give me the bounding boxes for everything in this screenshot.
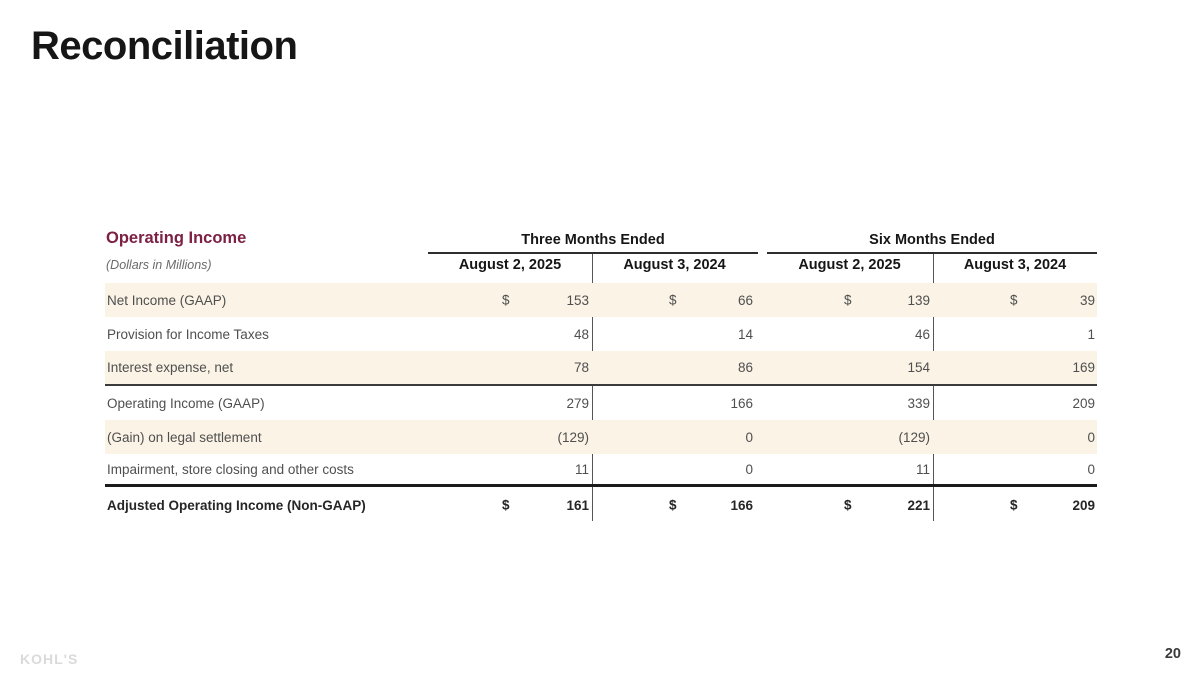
table-cell: (129) bbox=[430, 430, 592, 445]
table-cell: 154 bbox=[757, 360, 933, 375]
table-cell: $221 bbox=[757, 498, 933, 513]
total-rule bbox=[105, 484, 1097, 487]
cell-value: 161 bbox=[566, 497, 589, 513]
page-number: 20 bbox=[1164, 646, 1181, 662]
row-label: Net Income (GAAP) bbox=[107, 292, 227, 308]
table-cell: (129) bbox=[757, 430, 933, 445]
table-row: Impairment, store closing and other cost… bbox=[105, 454, 1097, 484]
page-title: Reconciliation bbox=[31, 24, 298, 68]
dollar-sign: $ bbox=[1010, 497, 1018, 513]
table-cell: $153 bbox=[430, 293, 592, 308]
cell-value: 169 bbox=[1072, 360, 1095, 375]
row-label: Impairment, store closing and other cost… bbox=[107, 461, 354, 477]
subtotal-rule bbox=[105, 384, 1097, 386]
dollar-sign: $ bbox=[844, 497, 852, 513]
kohls-logo: KOHL'S bbox=[20, 651, 79, 667]
table-cell: 166 bbox=[592, 396, 757, 411]
cell-value: 66 bbox=[737, 292, 753, 308]
table-row-total: Adjusted Operating Income (Non-GAAP) $16… bbox=[105, 488, 1097, 522]
table-cell: 339 bbox=[757, 396, 933, 411]
cell-value: 46 bbox=[914, 326, 930, 342]
table-row: (Gain) on legal settlement (129) 0 (129)… bbox=[105, 420, 1097, 454]
row-label: Interest expense, net bbox=[107, 360, 234, 375]
cell-value: 0 bbox=[1087, 461, 1095, 477]
column-divider bbox=[592, 254, 593, 521]
table-row: Provision for Income Taxes 48 14 46 1 bbox=[105, 317, 1097, 351]
row-label: (Gain) on legal settlement bbox=[107, 429, 262, 445]
table-cell: $66 bbox=[592, 293, 757, 308]
group-underline bbox=[428, 252, 758, 254]
table-cell: 0 bbox=[933, 462, 1097, 477]
table-cell: 46 bbox=[757, 327, 933, 342]
cell-value: 86 bbox=[737, 360, 753, 375]
table-cell: $161 bbox=[430, 498, 592, 513]
column-header: August 2, 2025 bbox=[458, 257, 562, 273]
table-cell: 14 bbox=[592, 327, 757, 342]
units-note: (Dollars in Millions) bbox=[106, 258, 212, 272]
column-header: August 3, 2024 bbox=[623, 257, 726, 273]
table-cell: 1 bbox=[933, 327, 1097, 342]
cell-value: 39 bbox=[1079, 292, 1095, 308]
table-row: Operating Income (GAAP) 279 166 339 209 bbox=[105, 386, 1097, 420]
cell-value: 14 bbox=[737, 326, 753, 342]
cell-value: 78 bbox=[573, 360, 589, 375]
dollar-sign: $ bbox=[669, 497, 677, 513]
column-header: August 2, 2025 bbox=[798, 257, 901, 273]
table-section-title: Operating Income bbox=[106, 229, 247, 247]
table-cell: $139 bbox=[757, 293, 933, 308]
cell-value: 279 bbox=[566, 395, 589, 411]
group-underline bbox=[767, 252, 1097, 254]
cell-value: (129) bbox=[557, 429, 589, 445]
table-cell: $209 bbox=[933, 498, 1097, 513]
cell-value: 166 bbox=[730, 497, 753, 513]
cell-value: 139 bbox=[907, 292, 930, 308]
dollar-sign: $ bbox=[502, 292, 510, 308]
cell-value: 154 bbox=[907, 360, 930, 375]
table-cell: 169 bbox=[933, 360, 1097, 375]
table-cell: 0 bbox=[933, 430, 1097, 445]
table-row: Interest expense, net 78 86 154 169 bbox=[105, 351, 1097, 384]
dollar-sign: $ bbox=[844, 292, 852, 308]
cell-value: 1 bbox=[1087, 326, 1095, 342]
group-header-three-months: Three Months Ended bbox=[521, 232, 665, 248]
table-cell: $166 bbox=[592, 498, 757, 513]
column-header: August 3, 2024 bbox=[963, 257, 1067, 273]
cell-value: 0 bbox=[745, 429, 753, 445]
table-cell: 0 bbox=[592, 462, 757, 477]
cell-value: 209 bbox=[1072, 395, 1095, 411]
cell-value: 166 bbox=[730, 395, 753, 411]
row-label: Adjusted Operating Income (Non-GAAP) bbox=[107, 497, 366, 513]
group-header-six-months: Six Months Ended bbox=[869, 232, 995, 248]
cell-value: 209 bbox=[1072, 497, 1095, 513]
table-cell: 78 bbox=[430, 360, 592, 375]
table-cell: 279 bbox=[430, 396, 592, 411]
cell-value: 0 bbox=[1087, 429, 1095, 445]
table-cell: $39 bbox=[933, 293, 1097, 308]
cell-value: 339 bbox=[907, 395, 930, 411]
cell-value: 153 bbox=[566, 292, 589, 308]
table-cell: 11 bbox=[757, 462, 933, 477]
table-cell: 0 bbox=[592, 430, 757, 445]
row-label: Operating Income (GAAP) bbox=[107, 395, 265, 411]
cell-value: 221 bbox=[907, 497, 930, 513]
table-cell: 209 bbox=[933, 396, 1097, 411]
cell-value: 48 bbox=[573, 326, 589, 342]
row-label: Provision for Income Taxes bbox=[107, 326, 269, 342]
dollar-sign: $ bbox=[669, 292, 677, 308]
cell-value: 11 bbox=[915, 461, 930, 477]
cell-value: 11 bbox=[574, 461, 589, 477]
dollar-sign: $ bbox=[1010, 292, 1018, 308]
cell-value: (129) bbox=[898, 429, 930, 445]
cell-value: 0 bbox=[745, 461, 753, 477]
dollar-sign: $ bbox=[502, 497, 510, 513]
table-row: Net Income (GAAP) $153 $66 $139 $39 bbox=[105, 283, 1097, 317]
column-divider bbox=[933, 254, 934, 521]
table-cell: 48 bbox=[430, 327, 592, 342]
table-cell: 11 bbox=[430, 462, 592, 477]
table-cell: 86 bbox=[592, 360, 757, 375]
